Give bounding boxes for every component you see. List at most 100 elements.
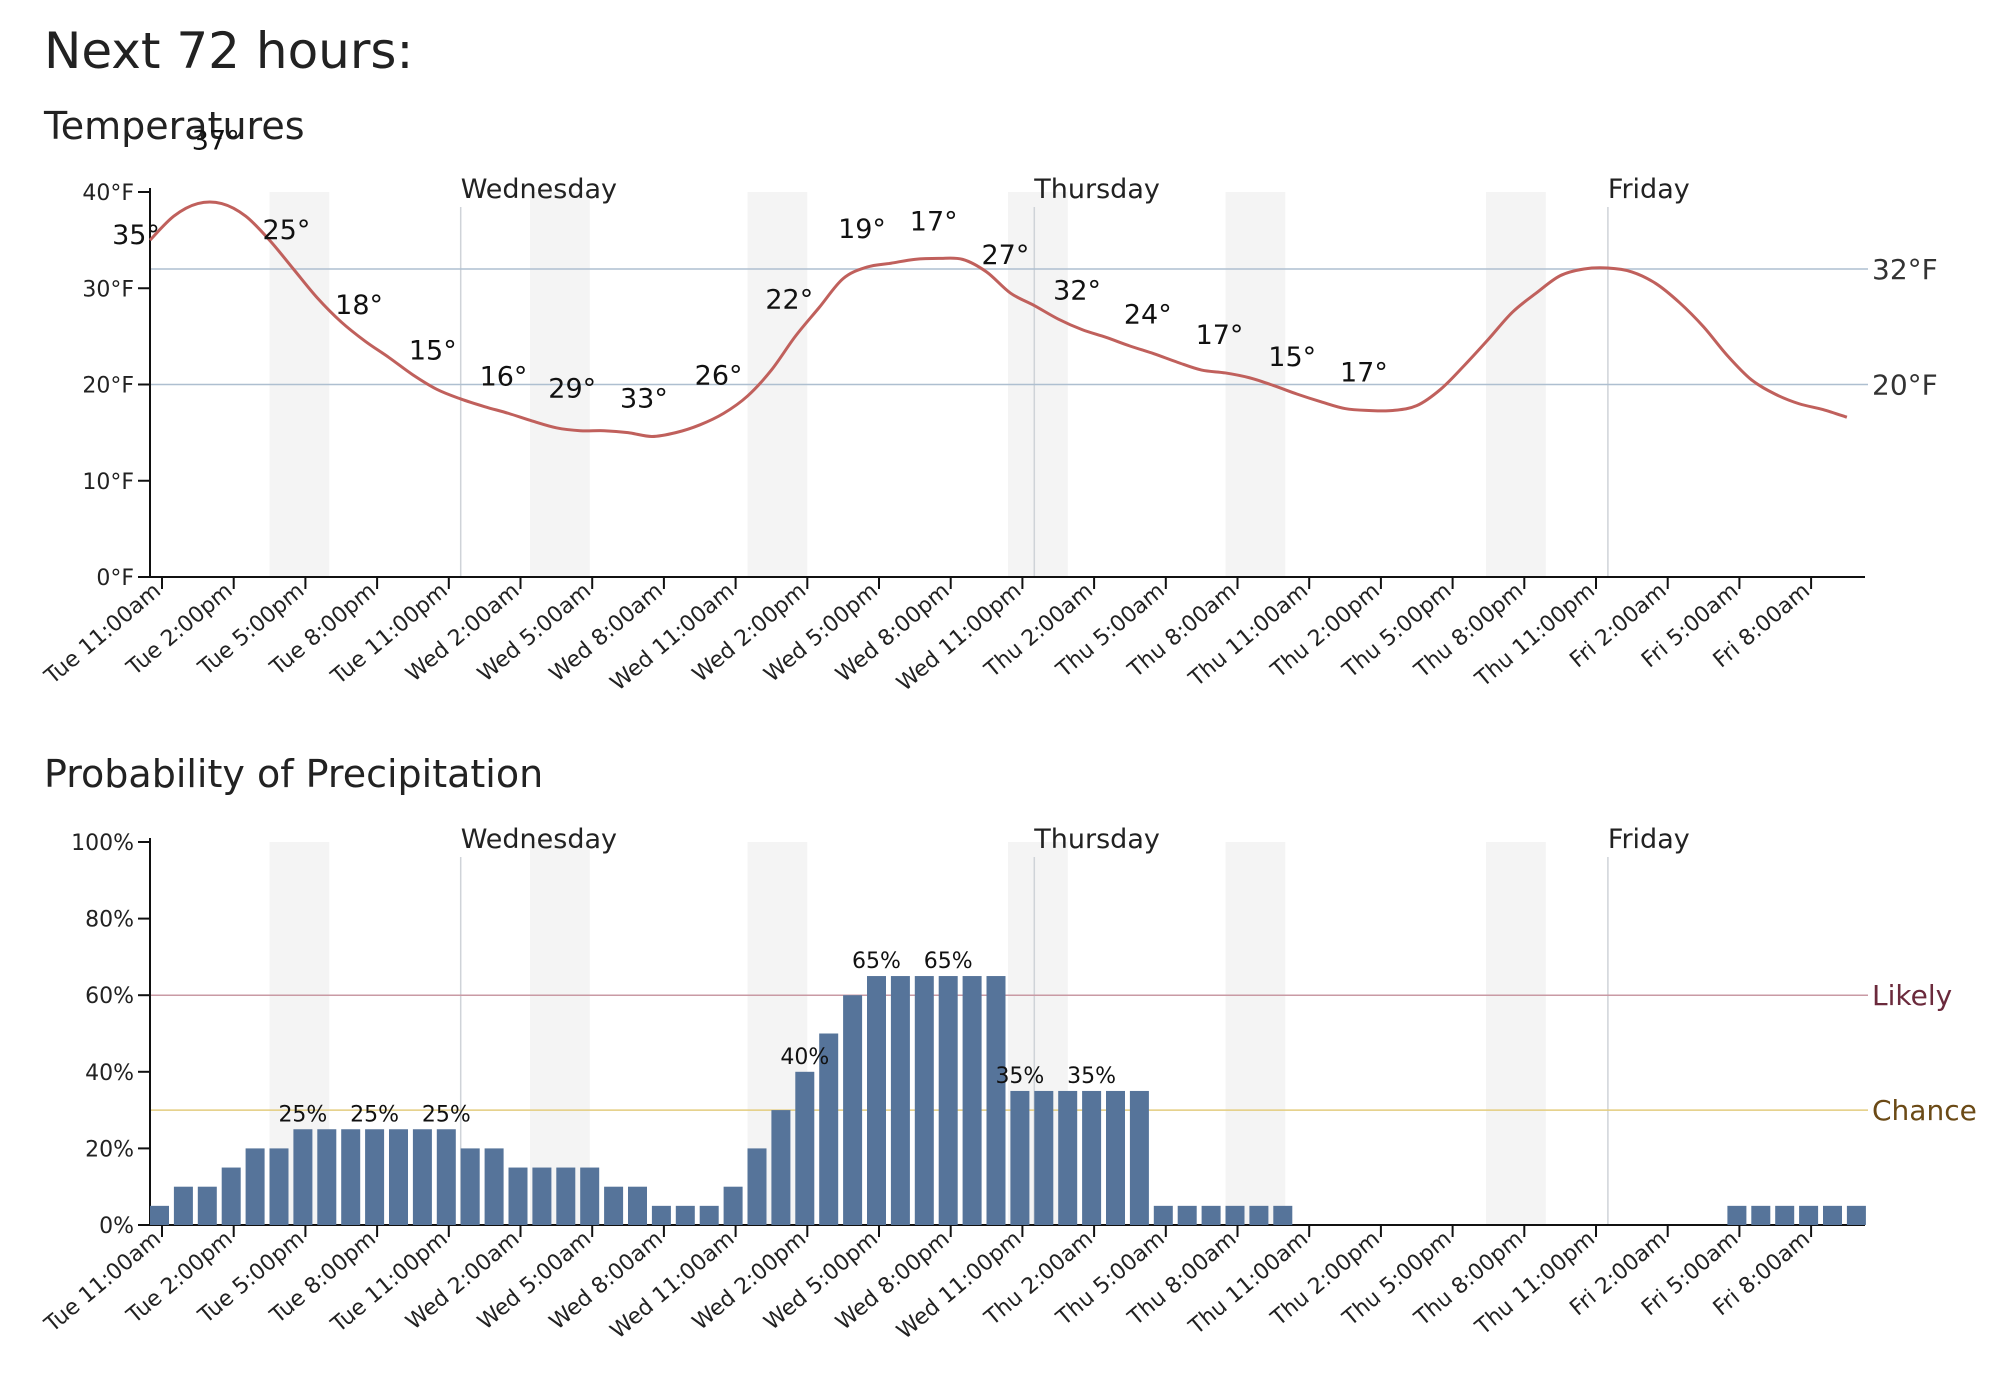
precipitation-bar xyxy=(1727,1205,1747,1225)
precipitation-bar xyxy=(150,1205,169,1225)
precipitation-bar xyxy=(580,1167,600,1225)
precipitation-chart-title: Probability of Precipitation xyxy=(44,752,544,796)
day-label: Thursday xyxy=(1033,824,1160,855)
day-label: Friday xyxy=(1608,174,1690,205)
precipitation-bar xyxy=(1846,1205,1866,1225)
temperature-point-label: 17° xyxy=(1196,320,1244,351)
day-label: Wednesday xyxy=(461,174,617,205)
precipitation-bar-label: 25% xyxy=(350,1102,399,1127)
precipitation-bar xyxy=(986,976,1006,1225)
precipitation-bar-label: 40% xyxy=(780,1045,829,1070)
precipitation-bar xyxy=(795,1071,815,1225)
temperature-point-label: 18° xyxy=(335,290,383,321)
reference-line-label: Chance xyxy=(1872,1094,1977,1127)
precipitation-bar xyxy=(317,1129,337,1225)
precipitation-bar xyxy=(914,976,934,1225)
precipitation-bar-label: 35% xyxy=(1067,1064,1116,1089)
temperature-point-label: 22° xyxy=(765,284,813,315)
precipitation-bar xyxy=(197,1186,217,1225)
temperature-point-label: 24° xyxy=(1124,300,1172,331)
precipitation-bar xyxy=(1249,1205,1269,1225)
precipitation-bar xyxy=(747,1148,767,1225)
y-tick-label: 80% xyxy=(85,908,134,933)
precipitation-bar xyxy=(365,1129,385,1225)
page-title: Next 72 hours: xyxy=(44,22,414,80)
precipitation-bar xyxy=(245,1148,265,1225)
precipitation-bar xyxy=(819,1033,839,1225)
precipitation-bar xyxy=(604,1186,624,1225)
temperature-point-label: 15° xyxy=(409,335,457,366)
temperature-point-label: 25° xyxy=(262,215,310,246)
reference-line-label: 20°F xyxy=(1872,369,1938,402)
precipitation-bar xyxy=(556,1167,576,1225)
precipitation-bar xyxy=(651,1205,671,1225)
y-tick-label: 40% xyxy=(85,1061,134,1086)
precipitation-bar xyxy=(1799,1205,1819,1225)
precipitation-bar xyxy=(1273,1205,1293,1225)
y-tick-label: 20°F xyxy=(82,374,134,399)
day-label: Thursday xyxy=(1033,174,1160,205)
y-tick-label: 0°F xyxy=(96,566,134,591)
precipitation-bar-label: 65% xyxy=(852,949,901,974)
precipitation-bar xyxy=(293,1129,313,1225)
temperature-line xyxy=(148,200,1848,438)
precipitation-bar xyxy=(484,1148,504,1225)
x-tick-label: Wed 11:00am xyxy=(606,578,739,696)
precipitation-bar xyxy=(890,976,910,1225)
night-band xyxy=(1486,842,1546,1225)
precipitation-bar-label: 25% xyxy=(278,1102,327,1127)
x-tick-label: Wed 11:00am xyxy=(606,1226,739,1344)
precipitation-bar xyxy=(628,1186,647,1225)
precipitation-bar xyxy=(221,1167,241,1225)
precipitation-bar xyxy=(1106,1090,1125,1225)
y-tick-label: 40°F xyxy=(82,181,134,206)
temperature-point-label: 26° xyxy=(695,360,743,391)
precipitation-bar xyxy=(436,1129,456,1225)
night-band xyxy=(1225,842,1286,1225)
precipitation-bar xyxy=(173,1186,193,1225)
y-tick-label: 100% xyxy=(71,831,134,856)
precipitation-bar xyxy=(1010,1090,1030,1225)
precipitation-chart: Wednesday Thursday Friday Likely Chance 0% 20%… xyxy=(40,824,1977,1344)
x-tick-label: Thu 11:00am xyxy=(1184,1226,1313,1340)
precipitation-bar xyxy=(460,1148,480,1225)
day-label: Wednesday xyxy=(461,824,617,855)
night-band xyxy=(530,842,590,1225)
precipitation-bar xyxy=(269,1148,289,1225)
temperature-point-label: 17° xyxy=(1340,357,1388,388)
x-tick-label: Wed 11:00pm xyxy=(892,1226,1026,1344)
precipitation-bar-label: 65% xyxy=(924,949,973,974)
y-tick-label: 30°F xyxy=(82,277,134,302)
x-tick-label: Thu 11:00pm xyxy=(1470,578,1600,692)
precipitation-bar xyxy=(508,1167,528,1225)
precipitation-bar-label: 25% xyxy=(422,1102,471,1127)
y-tick-label: 10°F xyxy=(82,470,134,495)
temperature-point-label: 27° xyxy=(981,240,1029,271)
x-tick-label: Wed 11:00pm xyxy=(892,578,1026,696)
day-label: Friday xyxy=(1608,824,1690,855)
precipitation-bar xyxy=(1129,1090,1149,1225)
precipitation-bar xyxy=(675,1205,695,1225)
precipitation-bar xyxy=(1201,1205,1221,1225)
precipitation-bar xyxy=(723,1186,743,1225)
temperature-point-label: 17° xyxy=(910,206,958,237)
x-tick-label: Thu 11:00pm xyxy=(1470,1226,1600,1340)
precipitation-bar xyxy=(1082,1090,1102,1225)
precipitation-bar xyxy=(1823,1205,1842,1225)
temperature-chart-title: Temperatures xyxy=(44,104,305,148)
reference-line-label: Likely xyxy=(1872,979,1952,1012)
precipitation-bar xyxy=(1034,1090,1054,1225)
precipitation-bar xyxy=(843,995,863,1225)
temperature-chart: Wednesday Thursday Friday 32°F 20°F 0°F 10°F 20… xyxy=(40,126,1938,697)
temperature-point-label: 16° xyxy=(480,361,528,392)
precipitation-bar xyxy=(532,1167,552,1225)
precipitation-bar xyxy=(1775,1205,1795,1225)
precipitation-bar xyxy=(962,976,982,1225)
temperature-point-label: 37° xyxy=(192,126,240,157)
y-tick-label: 20% xyxy=(85,1137,134,1162)
temperature-point-label: 15° xyxy=(1268,342,1316,373)
precipitation-bar xyxy=(1153,1205,1173,1225)
precipitation-bar xyxy=(341,1129,361,1225)
precipitation-bar xyxy=(867,976,886,1225)
